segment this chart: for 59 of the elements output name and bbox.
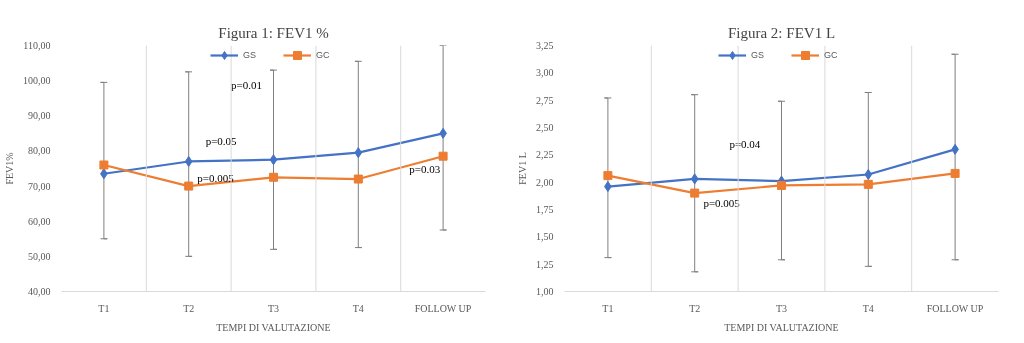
- point: [269, 154, 278, 166]
- legend-label: GC: [824, 50, 839, 60]
- point: [864, 169, 873, 181]
- x-tick-label: T3: [267, 302, 280, 314]
- y-tick-label: 80,00: [28, 145, 51, 157]
- y-tick-label: 2,00: [536, 176, 554, 188]
- point: [99, 160, 109, 170]
- x-tick-label: T3: [775, 302, 788, 314]
- annotation: p=0.04: [729, 137, 761, 150]
- y-tick-label: 90,00: [28, 110, 51, 122]
- annotation: p=0.05: [205, 135, 238, 148]
- annotation: p=0.005: [703, 196, 741, 209]
- point: [184, 155, 193, 167]
- x-tick-label: T4: [352, 302, 364, 314]
- y-tick-label: 70,00: [28, 180, 51, 192]
- y-tick-label: 40,00: [28, 286, 51, 297]
- point: [184, 181, 194, 191]
- x-tick-label: T1: [98, 302, 110, 314]
- chart-title: Figura 1: FEV1 %: [218, 24, 329, 41]
- y-tick-label: 3,25: [536, 40, 554, 51]
- annotation: p=0.01: [231, 78, 263, 91]
- y-tick-label: 100,00: [23, 75, 51, 87]
- y-tick-label: 1,75: [536, 204, 554, 215]
- x-axis-title: TEMPI DI VALUTAZIONE: [216, 321, 331, 333]
- point: [863, 179, 873, 189]
- point: [690, 173, 699, 185]
- x-tick-label: T1: [602, 302, 614, 314]
- y-tick-label: 2,75: [536, 94, 554, 106]
- point: [438, 151, 448, 161]
- x-tick-label: T4: [862, 302, 874, 314]
- point: [269, 172, 278, 182]
- annotation: p=0.005: [197, 172, 235, 185]
- point: [354, 147, 363, 159]
- y-tick-label: 2,25: [536, 149, 554, 161]
- point: [777, 180, 786, 190]
- point: [603, 171, 613, 181]
- chart-title: Figura 2: FEV1 L: [727, 24, 836, 41]
- y-tick-label: 1,25: [536, 258, 554, 270]
- x-tick-label: FOLLOW UP: [926, 302, 984, 314]
- y-tick-label: 110,00: [23, 40, 51, 51]
- y-tick-label: 3,00: [536, 67, 554, 79]
- legend-label: GS: [243, 50, 257, 60]
- y-axis-title: FEV1 L: [517, 152, 528, 185]
- annotation: p=0.03: [409, 162, 441, 175]
- y-axis-title: FEV1%: [4, 152, 15, 185]
- y-tick-label: 1,00: [536, 286, 554, 297]
- point: [690, 188, 700, 198]
- legend-label: GC: [316, 50, 331, 60]
- y-tick-label: 50,00: [28, 250, 51, 262]
- x-tick-label: T2: [689, 302, 701, 314]
- legend-label: GS: [751, 50, 765, 60]
- point: [353, 174, 363, 184]
- y-tick-label: 2,50: [536, 122, 554, 133]
- y-tick-label: 60,00: [28, 215, 51, 227]
- point: [950, 168, 960, 178]
- x-tick-label: T2: [183, 302, 195, 314]
- y-tick-label: 1,50: [536, 231, 554, 243]
- x-axis-title: TEMPI DI VALUTAZIONE: [724, 321, 839, 333]
- x-tick-label: FOLLOW UP: [414, 302, 472, 314]
